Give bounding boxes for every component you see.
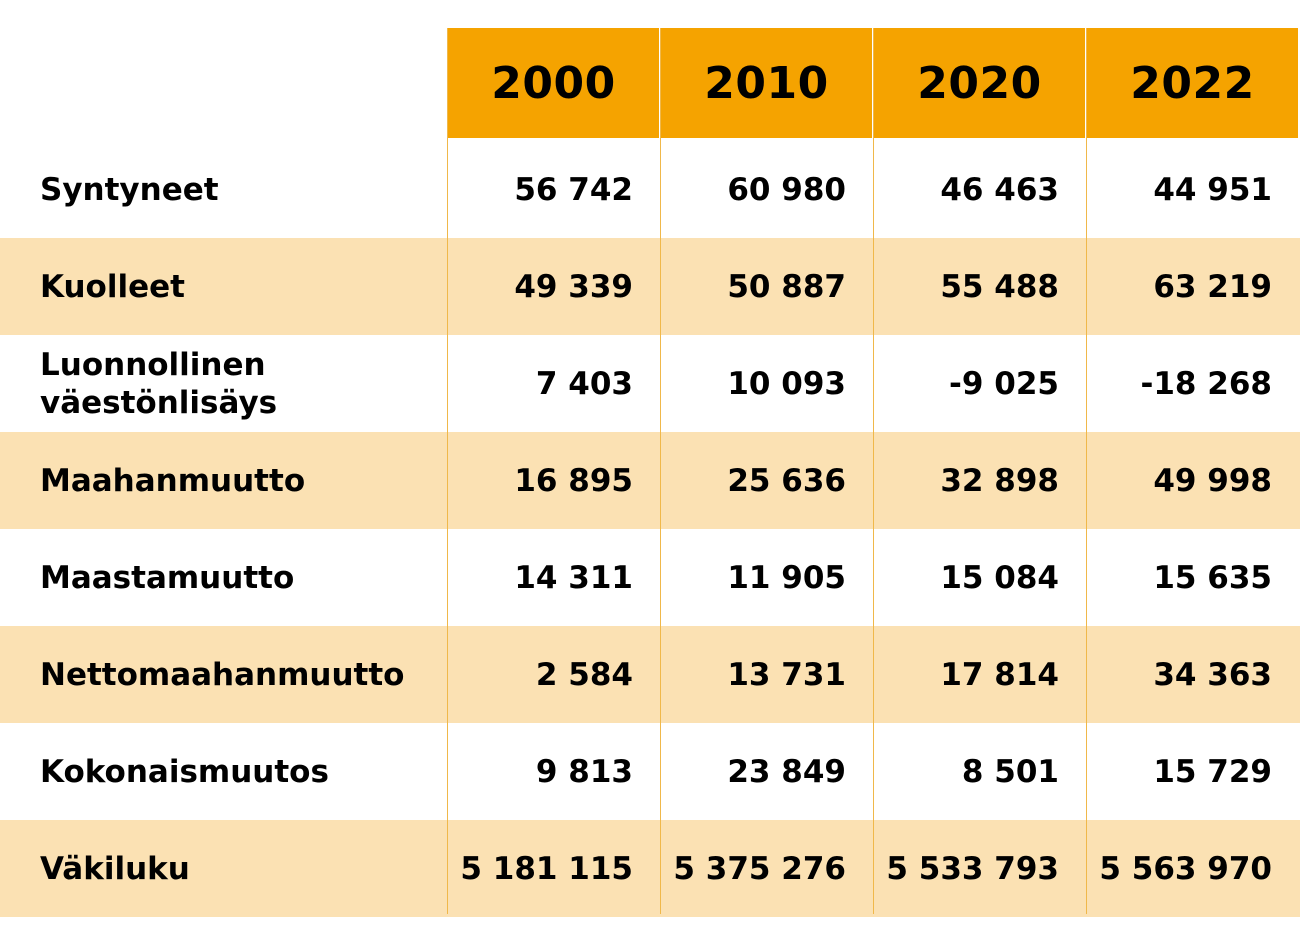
table-cell: 55 488 (940, 268, 1059, 305)
table-cell: 17 814 (940, 656, 1059, 693)
year-header-2000: 2000 (448, 28, 659, 138)
table-cell: 13 731 (727, 656, 846, 693)
table-cell: 46 463 (940, 171, 1059, 208)
table-cell: 23 849 (727, 753, 846, 790)
table-cell: 16 895 (514, 462, 633, 499)
table-cell: 44 951 (1153, 171, 1272, 208)
year-header-2022: 2022 (1087, 28, 1298, 138)
row-label: Maastamuutto (40, 559, 295, 596)
table-row-syntyneet: Syntyneet 56 742 60 980 46 463 44 951 (0, 141, 1300, 238)
year-header-2020: 2020 (874, 28, 1085, 138)
row-label: Syntyneet (40, 171, 219, 208)
table-cell: 15 084 (940, 559, 1059, 596)
table-cell: 5 563 970 (1099, 850, 1272, 887)
table-row-vakiluku: Väkiluku 5 181 115 5 375 276 5 533 793 5… (0, 820, 1300, 917)
table-cell: 25 636 (727, 462, 846, 499)
row-label: Kokonaismuutos (40, 753, 329, 790)
table-cell: -9 025 (949, 365, 1059, 402)
table-cell: 8 501 (961, 753, 1059, 790)
table-row-nettomaahanmuutto: Nettomaahanmuutto 2 584 13 731 17 814 34… (0, 626, 1300, 723)
row-label: Maahanmuutto (40, 462, 306, 499)
table-cell: 5 533 793 (886, 850, 1059, 887)
column-divider (660, 28, 661, 914)
table-row-kuolleet: Kuolleet 49 339 50 887 55 488 63 219 (0, 238, 1300, 335)
table-cell: 5 375 276 (673, 850, 846, 887)
table-cell: 49 998 (1153, 462, 1272, 499)
population-table: 2000 2010 2020 2022 Syntyneet 56 742 60 … (0, 28, 1300, 917)
column-divider (873, 28, 874, 914)
table-row-kokonaismuutos: Kokonaismuutos 9 813 23 849 8 501 15 729 (0, 723, 1300, 820)
table-cell: 32 898 (940, 462, 1059, 499)
table-row-luonnollinen-vaestonlisays: Luonnollinen väestönlisäys 7 403 10 093 … (0, 335, 1300, 432)
table-cell: 15 729 (1153, 753, 1272, 790)
table-cell: 5 181 115 (460, 850, 633, 887)
table-cell: -18 268 (1140, 365, 1272, 402)
table-cell: 11 905 (727, 559, 846, 596)
table-row-maastamuutto: Maastamuutto 14 311 11 905 15 084 15 635 (0, 529, 1300, 626)
table-cell: 49 339 (514, 268, 633, 305)
row-label: Kuolleet (40, 268, 185, 305)
table-cell: 34 363 (1153, 656, 1272, 693)
table-cell: 56 742 (514, 171, 633, 208)
header-row: 2000 2010 2020 2022 (0, 28, 1300, 138)
table-cell: 15 635 (1153, 559, 1272, 596)
table-cell: 9 813 (535, 753, 633, 790)
table-cell: 14 311 (514, 559, 633, 596)
table-cell: 2 584 (535, 656, 633, 693)
table-cell: 63 219 (1153, 268, 1272, 305)
row-label: Nettomaahanmuutto (40, 656, 405, 693)
table-cell: 7 403 (535, 365, 633, 402)
table-row-maahanmuutto: Maahanmuutto 16 895 25 636 32 898 49 998 (0, 432, 1300, 529)
column-divider (447, 28, 448, 914)
table-cell: 10 093 (727, 365, 846, 402)
row-label: Väkiluku (40, 850, 190, 887)
column-divider (1086, 28, 1087, 914)
table-cell: 60 980 (727, 171, 846, 208)
row-label: Luonnollinen väestönlisäys (40, 346, 278, 421)
year-header-2010: 2010 (661, 28, 872, 138)
table-cell: 50 887 (727, 268, 846, 305)
